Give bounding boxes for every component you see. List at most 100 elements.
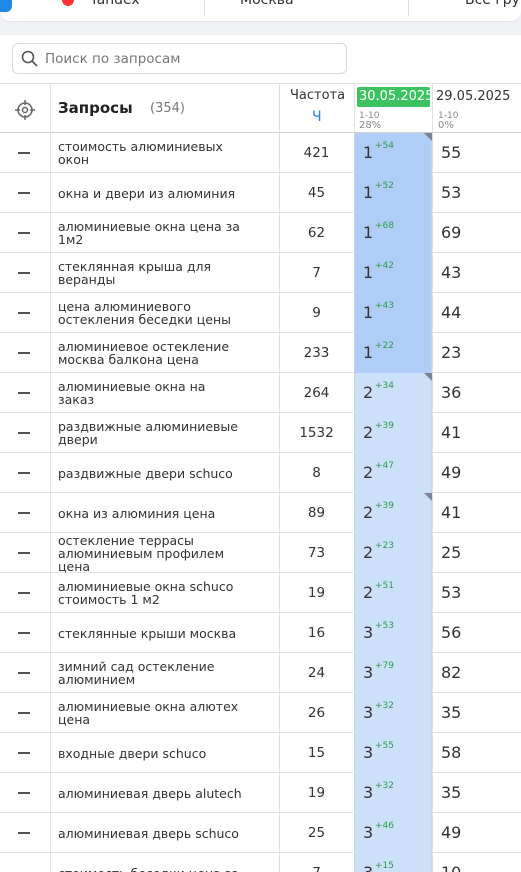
row-toggle[interactable] (18, 592, 30, 594)
row-toggle[interactable] (18, 752, 30, 754)
table-header: Запросы (354) Частота Ч 30.05.2025 1-10 … (0, 83, 521, 133)
query: стоимость беседки цена за (58, 867, 243, 872)
row: цена алюминиевого остекления беседки цен… (0, 293, 521, 333)
row-toggle[interactable] (18, 832, 30, 834)
frequency: 8 (312, 465, 321, 481)
row-toggle[interactable] (18, 432, 30, 434)
position-change: +54 (375, 141, 394, 151)
frequency: 264 (303, 385, 330, 401)
query: алюминиевое остекление москва балкона це… (58, 339, 230, 367)
corner-flag (424, 493, 432, 501)
date-badge[interactable] (357, 87, 430, 107)
date[interactable]: 29.05.2025 (436, 89, 511, 104)
row: стеклянная крыша для веранды 7 1 +42 43 (0, 253, 521, 293)
position-cell (354, 613, 432, 653)
target-icon[interactable] (14, 99, 36, 121)
query: алюминиевые окна алютех цена (58, 699, 239, 727)
frequency: 24 (307, 665, 326, 681)
frequency: 7 (279, 865, 354, 872)
position-cell (354, 533, 432, 573)
row-toggle[interactable] (18, 792, 30, 794)
date-share: 28% (359, 120, 382, 131)
row-toggle[interactable] (18, 392, 30, 394)
row-toggle[interactable] (18, 352, 30, 354)
position-prev: 25 (441, 543, 462, 562)
frequency: 26 (307, 705, 326, 721)
position-prev: 23 (441, 343, 462, 362)
position: 2 (363, 503, 374, 522)
region[interactable]: Москва (240, 0, 294, 8)
position-cell (354, 573, 432, 613)
position-change: +43 (375, 301, 394, 311)
position: 3 (363, 863, 373, 872)
position-cell (354, 293, 432, 333)
position-change: +52 (375, 181, 394, 191)
position-change: +79 (375, 661, 394, 671)
position-cell (354, 653, 432, 693)
query: окна и двери из алюминия (58, 185, 236, 201)
row-toggle[interactable] (18, 512, 30, 514)
row: алюминиевые окна schuco стоимость 1 м2 19… (0, 573, 521, 613)
frequency: 62 (307, 225, 326, 241)
row-toggle[interactable] (18, 672, 30, 674)
position-prev: 56 (441, 623, 462, 642)
row-toggle[interactable] (18, 472, 30, 474)
queries-title[interactable]: Запросы (58, 99, 133, 117)
position: 3 (363, 623, 374, 642)
divider (204, 0, 205, 16)
position: 3 (363, 823, 374, 842)
row-toggle[interactable] (18, 552, 30, 554)
row-toggle[interactable] (18, 312, 30, 314)
frequency: 19 (307, 785, 326, 801)
position-cell (354, 773, 432, 813)
app-button[interactable] (0, 0, 12, 12)
position-change: +23 (375, 541, 394, 551)
frequency: 7 (312, 265, 321, 281)
date-range: 1-10 (438, 111, 459, 121)
row-toggle[interactable] (18, 712, 30, 714)
row: стоимость алюминиевых окон 421 1 +54 55 (0, 133, 521, 173)
row-toggle[interactable] (18, 192, 30, 194)
position-cell (354, 493, 432, 533)
row: остекление террасы алюминиевым профилем … (0, 533, 521, 573)
query: стеклянные крыши москва (58, 625, 237, 641)
freq-title[interactable]: Частота (290, 88, 346, 103)
position-cell (354, 173, 432, 213)
position-cell (354, 333, 432, 373)
position-change: +46 (375, 821, 394, 831)
position: 1 (363, 143, 374, 162)
date[interactable]: 30.05.2025 (359, 89, 434, 104)
corner-flag (424, 373, 432, 381)
group[interactable]: Все груп (465, 0, 521, 8)
query: входные двери schuco (58, 745, 207, 761)
position-cell (354, 813, 432, 853)
position: 3 (363, 783, 374, 802)
position-cell (354, 693, 432, 733)
position-prev: 41 (441, 503, 462, 522)
row: окна из алюминия цена 89 2 +39 41 (0, 493, 521, 533)
position-prev: 55 (441, 143, 462, 162)
frequency: 16 (307, 625, 326, 641)
row: алюминиевые окна цена за 1м2 62 1 +68 69 (0, 213, 521, 253)
query: раздвижные двери schuco (58, 465, 233, 481)
freq-sub[interactable]: Ч (312, 109, 322, 125)
engine[interactable]: Yandex (90, 0, 140, 8)
search-box[interactable]: Поиск по запросам (12, 43, 347, 74)
row-toggle[interactable] (18, 632, 30, 634)
position-change: +53 (375, 621, 394, 631)
frequency: 89 (307, 505, 326, 521)
row: алюминиевое остекление москва балкона це… (0, 333, 521, 373)
row-toggle[interactable] (18, 232, 30, 234)
position: 2 (363, 463, 374, 482)
row-toggle[interactable] (18, 272, 30, 274)
position-prev: 58 (441, 743, 462, 762)
query: алюминиевая дверь alutech (58, 785, 242, 801)
query: алюминиевая дверь schuco (58, 825, 239, 841)
position: 3 (363, 743, 374, 762)
position-change: +42 (375, 261, 394, 271)
position: 3 (363, 663, 374, 682)
position-cell (354, 733, 432, 773)
query: стоимость алюминиевых окон (58, 139, 223, 167)
row-toggle[interactable] (18, 152, 30, 154)
